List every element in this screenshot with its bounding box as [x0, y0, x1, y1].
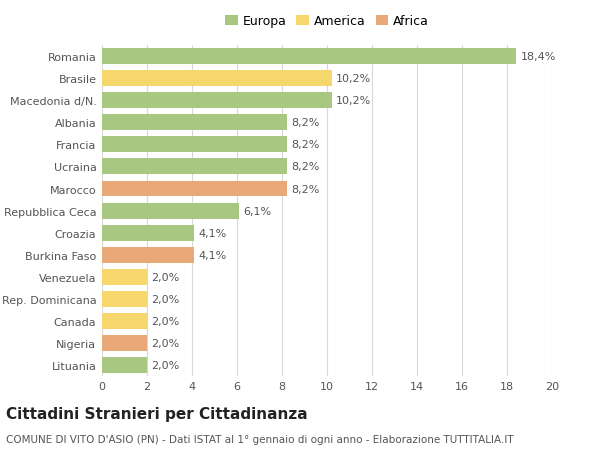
Text: 10,2%: 10,2% [336, 96, 371, 106]
Bar [102, 313, 147, 329]
Bar [102, 247, 194, 263]
Text: 8,2%: 8,2% [291, 118, 319, 128]
Text: 2,0%: 2,0% [152, 272, 180, 282]
Bar [102, 115, 287, 131]
Bar [102, 93, 331, 109]
Bar [102, 225, 194, 241]
Bar [102, 269, 147, 285]
Legend: Europa, America, Africa: Europa, America, Africa [220, 10, 434, 33]
Bar [102, 203, 239, 219]
Bar [102, 291, 147, 307]
Bar [102, 71, 331, 87]
Text: 2,0%: 2,0% [152, 338, 180, 348]
Text: COMUNE DI VITO D'ASIO (PN) - Dati ISTAT al 1° gennaio di ogni anno - Elaborazion: COMUNE DI VITO D'ASIO (PN) - Dati ISTAT … [6, 434, 514, 444]
Bar [102, 336, 147, 351]
Text: Cittadini Stranieri per Cittadinanza: Cittadini Stranieri per Cittadinanza [6, 406, 308, 421]
Text: 2,0%: 2,0% [152, 316, 180, 326]
Text: 2,0%: 2,0% [152, 360, 180, 370]
Bar [102, 49, 516, 65]
Bar [102, 358, 147, 373]
Text: 8,2%: 8,2% [291, 140, 319, 150]
Text: 18,4%: 18,4% [521, 52, 556, 62]
Text: 4,1%: 4,1% [199, 228, 227, 238]
Text: 8,2%: 8,2% [291, 184, 319, 194]
Bar [102, 159, 287, 175]
Text: 6,1%: 6,1% [244, 206, 272, 216]
Text: 8,2%: 8,2% [291, 162, 319, 172]
Text: 2,0%: 2,0% [152, 294, 180, 304]
Bar [102, 137, 287, 153]
Bar [102, 181, 287, 197]
Text: 10,2%: 10,2% [336, 74, 371, 84]
Text: 4,1%: 4,1% [199, 250, 227, 260]
